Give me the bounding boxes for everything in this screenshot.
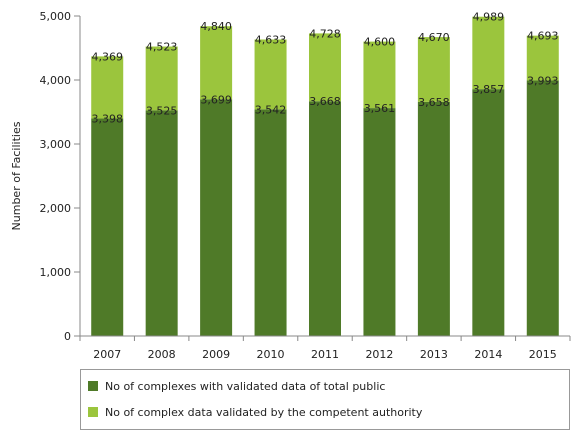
data-label-total: 4,693	[527, 30, 559, 43]
data-label-validated-total-public: 3,993	[527, 74, 559, 87]
x-tick-label: 2009	[202, 348, 230, 361]
data-label-total: 4,600	[364, 36, 396, 49]
x-tick-label: 2007	[93, 348, 121, 361]
legend-swatch	[88, 381, 98, 391]
x-tick-label: 2013	[420, 348, 448, 361]
bar-segment-validated-competent-authority	[417, 37, 450, 102]
y-tick-label: 1,000	[40, 266, 72, 279]
y-tick-label: 0	[64, 330, 71, 343]
legend: No of complexes with validated data of t…	[80, 369, 570, 430]
bar-segment-validated-total-public	[145, 110, 178, 337]
bar-segment-validated-total-public	[417, 101, 450, 336]
bar-segment-validated-competent-authority	[200, 26, 233, 100]
data-label-validated-total-public: 3,658	[418, 96, 450, 109]
data-label-validated-total-public: 3,857	[473, 83, 505, 96]
bar-segment-validated-total-public	[526, 80, 559, 336]
y-tick-label: 3,000	[40, 138, 72, 151]
bars: 3,398 4,369 3,525 4,523 3,699 4,840 3,542 4,633…	[91, 11, 559, 337]
y-axis-label: Number of Facilities	[10, 121, 23, 230]
bar-segment-validated-competent-authority	[363, 41, 396, 109]
bar-segment-validated-competent-authority	[91, 56, 124, 119]
x-tick-label: 2010	[257, 348, 285, 361]
bar-segment-validated-total-public	[472, 89, 505, 336]
bar-segment-validated-total-public	[309, 101, 341, 336]
x-tick-label: 2012	[365, 348, 393, 361]
data-label-total: 4,369	[91, 50, 123, 63]
legend-swatch	[88, 407, 98, 417]
x-tick-label: 2008	[148, 348, 176, 361]
x-tick-label: 2011	[311, 348, 339, 361]
data-label-validated-total-public: 3,699	[200, 93, 232, 106]
bar-segment-validated-competent-authority	[309, 33, 341, 102]
data-label-total: 4,633	[255, 33, 287, 46]
bar-segment-validated-competent-authority	[254, 39, 287, 110]
data-label-total: 4,840	[200, 20, 232, 33]
data-label-validated-total-public: 3,542	[255, 103, 287, 116]
data-label-total: 4,523	[146, 41, 178, 54]
bar-segment-validated-competent-authority	[472, 16, 505, 90]
data-label-validated-total-public: 3,561	[364, 102, 396, 115]
y-axis: 0 1,000 2,000 3,000 4,000 5,000	[40, 10, 81, 343]
legend-box	[80, 369, 570, 430]
data-label-total: 4,989	[473, 11, 505, 24]
x-tick-label: 2014	[474, 348, 502, 361]
bar-segment-validated-total-public	[254, 109, 287, 336]
data-label-validated-total-public: 3,525	[146, 104, 178, 117]
bar-segment-validated-competent-authority	[145, 46, 178, 111]
data-label-validated-total-public: 3,668	[309, 95, 341, 108]
legend-label: No of complex data validated by the comp…	[105, 406, 423, 419]
y-tick-label: 2,000	[40, 202, 72, 215]
y-tick-label: 5,000	[40, 10, 72, 23]
data-label-total: 4,670	[418, 31, 450, 44]
data-label-total: 4,728	[309, 27, 341, 40]
bar-segment-validated-total-public	[200, 99, 233, 336]
legend-label: No of complexes with validated data of t…	[105, 380, 385, 393]
x-axis: 2007 2008 2009 2010 2011 2012 2013 2014 2015	[79, 335, 571, 361]
y-tick-label: 4,000	[40, 74, 72, 87]
bar-segment-validated-total-public	[91, 118, 124, 336]
data-label-validated-total-public: 3,398	[91, 113, 123, 126]
bar-segment-validated-competent-authority	[526, 35, 559, 81]
x-tick-label: 2015	[529, 348, 557, 361]
bar-segment-validated-total-public	[363, 108, 396, 336]
